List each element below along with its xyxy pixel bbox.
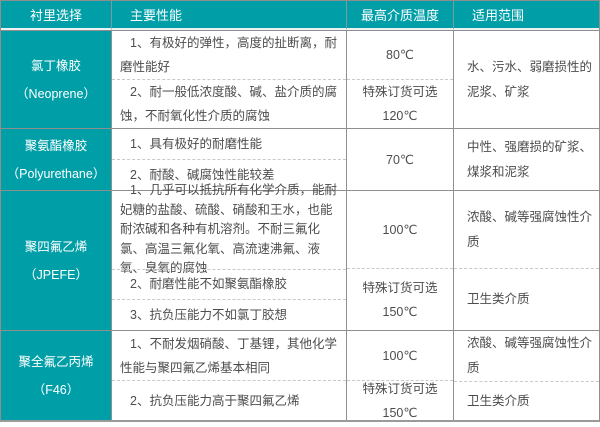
temp-cell: 70℃ xyxy=(386,152,414,167)
range-column: 浓酸、碱等强腐蚀性介质 卫生类介质 xyxy=(453,331,599,420)
temp-cell: 80℃ xyxy=(386,47,414,62)
range-column: 中性、强磨损的矿浆、煤浆和泥浆 xyxy=(453,129,599,190)
temp-cell: 100℃ xyxy=(382,222,418,237)
performance-item: 1、有极好的弹性，高度的扯断离，耐磨性能好 xyxy=(120,36,337,74)
table-group-f46: 聚全氟乙丙烯 （F46） 1、不耐发烟硝酸、丁基锂，其他化学性能与聚四氟乙烯基本… xyxy=(1,330,599,420)
header-lining: 衬里选择 xyxy=(1,1,111,30)
performance-item: 1、不耐发烟硝酸、丁基锂，其他化学性能与聚四氟乙烯基本相同 xyxy=(120,336,337,375)
temp-column: 70℃ xyxy=(346,129,453,190)
performance-item: 2、耐酸、碱腐蚀性能较差 xyxy=(112,158,346,190)
range-column: 水、污水、弱磨损性的泥浆、矿浆 xyxy=(453,31,599,128)
table-group-ptfe: 聚四氟乙烯 （JPEFE） 1、几乎可以抵抗所有化学介质，能耐妃糖的盐酸、硫酸、… xyxy=(1,183,599,330)
temp-cell: 特殊订货可选 150℃ xyxy=(347,380,453,420)
performance-item: 1、具有极好的耐磨性能 xyxy=(130,136,262,151)
performance-item: 2、抗负压能力高于聚四氟乙烯 xyxy=(112,380,346,420)
performance-item: 2、耐磨性能不如聚氨酯橡胶 xyxy=(112,269,346,299)
performance-item: 2、耐一般低浓度酸、碱、盐介质的腐蚀，不耐氧化性介质的腐蚀 xyxy=(112,79,346,128)
range-column: 浓酸、碱等强腐蚀性介质 卫生类介质 xyxy=(453,191,599,330)
temp-cell: 特殊订货可选 150℃ xyxy=(347,268,453,330)
temp-column: 100℃ 特殊订货可选 150℃ xyxy=(346,331,453,420)
performance-column: 1、几乎可以抵抗所有化学介质，能耐妃糖的盐酸、硫酸、硝酸和王水，也能耐浓碱和各种… xyxy=(111,183,346,330)
lining-cell: 聚全氟乙丙烯 （F46） xyxy=(1,331,111,420)
temp-column: 80℃ 特殊订货可选 120℃ xyxy=(346,31,453,128)
range-cell: 卫生类介质 xyxy=(454,381,599,420)
temp-cell: 100℃ xyxy=(382,348,418,363)
performance-item: 3、抗负压能力不如氯丁胶想 xyxy=(112,298,346,330)
lining-cell: 聚氨酯橡胶 （Polyurethane） xyxy=(1,129,111,190)
temp-column: 100℃ 特殊订货可选 150℃ xyxy=(346,191,453,330)
performance-column: 1、不耐发烟硝酸、丁基锂，其他化学性能与聚四氟乙烯基本相同 2、抗负压能力高于聚… xyxy=(111,331,346,420)
range-cell: 浓酸、碱等强腐蚀性介质 xyxy=(467,209,593,249)
range-cell: 卫生类介质 xyxy=(454,268,599,330)
header-application: 适用范围 xyxy=(453,1,599,30)
range-cell: 浓酸、碱等强腐蚀性介质 xyxy=(467,336,593,375)
lining-cell: 氯丁橡胶 （Neoprene） xyxy=(1,31,111,128)
performance-column: 1、有极好的弹性，高度的扯断离，耐磨性能好 2、耐一般低浓度酸、碱、盐介质的腐蚀… xyxy=(111,31,346,128)
table-header-row: 衬里选择 主要性能 最高介质温度 适用范围 xyxy=(1,1,599,30)
range-cell: 中性、强磨损的矿浆、煤浆和泥浆 xyxy=(467,139,593,179)
range-cell: 水、污水、弱磨损性的泥浆、矿浆 xyxy=(467,59,593,99)
table-group-neoprene: 氯丁橡胶 （Neoprene） 1、有极好的弹性，高度的扯断离，耐磨性能好 2、… xyxy=(1,30,599,128)
header-max-temp: 最高介质温度 xyxy=(346,1,453,30)
table-group-polyurethane: 聚氨酯橡胶 （Polyurethane） 1、具有极好的耐磨性能 2、耐酸、碱腐… xyxy=(1,128,599,190)
performance-column: 1、具有极好的耐磨性能 2、耐酸、碱腐蚀性能较差 xyxy=(111,129,346,190)
lining-cell: 聚四氟乙烯 （JPEFE） xyxy=(1,191,111,330)
temp-cell: 特殊订货可选 120℃ xyxy=(347,78,453,129)
header-performance: 主要性能 xyxy=(111,1,346,30)
performance-item: 1、几乎可以抵抗所有化学介质，能耐妃糖的盐酸、硫酸、硝酸和王水，也能耐浓碱和各种… xyxy=(120,183,337,276)
